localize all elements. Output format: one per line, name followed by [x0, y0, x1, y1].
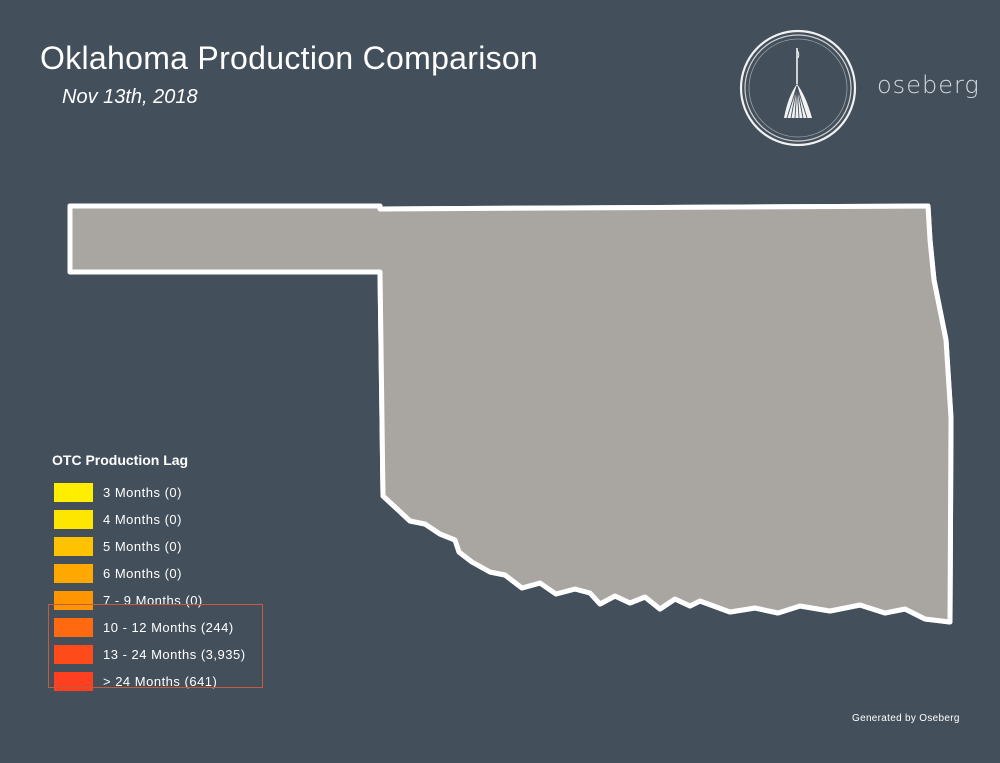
brand-name: oseberg: [877, 71, 980, 99]
legend-swatch: [54, 564, 93, 583]
legend-label: 4 Months (0): [103, 512, 182, 527]
legend-swatch: [54, 510, 93, 529]
legend-label: 13 - 24 Months (3,935): [103, 647, 246, 662]
legend-swatch: [54, 672, 93, 691]
legend-item: 3 Months (0): [48, 479, 246, 506]
legend-label: 6 Months (0): [103, 566, 182, 581]
legend-label: 10 - 12 Months (244): [103, 620, 234, 635]
map-title: Oklahoma Production Comparison: [40, 40, 539, 76]
legend-swatch: [54, 618, 93, 637]
map-date: Nov 13th, 2018: [62, 86, 198, 108]
legend-item: 10 - 12 Months (244): [48, 614, 246, 641]
legend-label: > 24 Months (641): [103, 674, 218, 689]
legend-item: 6 Months (0): [48, 560, 246, 587]
legend-swatch: [54, 483, 93, 502]
legend-item: 4 Months (0): [48, 506, 246, 533]
legend-label: 5 Months (0): [103, 539, 182, 554]
legend-highlight-box: [48, 604, 263, 688]
legend-swatch: [54, 645, 93, 664]
legend-item: 5 Months (0): [48, 533, 246, 560]
legend-label: 3 Months (0): [103, 485, 182, 500]
legend-swatch: [54, 591, 93, 610]
legend-item: 13 - 24 Months (3,935): [48, 641, 246, 668]
legend-title: OTC Production Lag: [52, 452, 189, 468]
oseberg-logo-icon: [739, 29, 857, 147]
footer-credit: Generated by Oseberg: [852, 713, 960, 724]
map-legend: OTC Production Lag 3 Months (0) 4 Months …: [48, 452, 246, 695]
legend-swatch: [54, 537, 93, 556]
legend-item: > 24 Months (641): [48, 668, 246, 695]
